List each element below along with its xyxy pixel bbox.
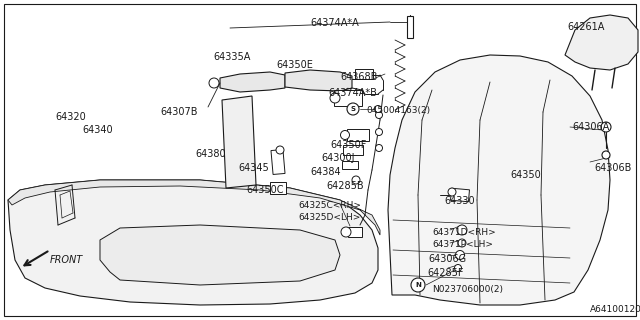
Circle shape	[376, 145, 383, 151]
Circle shape	[457, 225, 467, 235]
Text: 64261A: 64261A	[567, 22, 604, 32]
Text: 64374A*B: 64374A*B	[328, 88, 377, 98]
Circle shape	[376, 129, 383, 135]
Circle shape	[456, 251, 465, 260]
Circle shape	[601, 122, 611, 132]
Circle shape	[340, 131, 349, 140]
Polygon shape	[8, 180, 378, 305]
Bar	[334, 90, 362, 106]
Text: 64368B: 64368B	[340, 72, 378, 82]
Polygon shape	[222, 96, 256, 188]
Circle shape	[448, 188, 456, 196]
Bar	[342, 161, 358, 169]
Text: 045004163(2): 045004163(2)	[366, 106, 430, 115]
Circle shape	[454, 265, 461, 271]
Bar	[355, 69, 373, 79]
Text: 64350: 64350	[510, 170, 541, 180]
Circle shape	[276, 146, 284, 154]
Bar	[343, 145, 363, 155]
Polygon shape	[565, 15, 638, 70]
Text: 64374A*A: 64374A*A	[310, 18, 359, 28]
Text: 64325D<LH>: 64325D<LH>	[298, 213, 360, 222]
Text: 64325C<RH>: 64325C<RH>	[298, 201, 361, 210]
Text: 64285B: 64285B	[326, 181, 364, 191]
Text: 64371D<RH>: 64371D<RH>	[432, 228, 496, 237]
Text: N: N	[415, 282, 421, 288]
Text: 64330: 64330	[444, 196, 475, 206]
Circle shape	[374, 106, 381, 113]
Polygon shape	[100, 225, 340, 285]
Text: 64350C: 64350C	[246, 185, 284, 195]
Bar	[348, 227, 362, 237]
Bar	[270, 182, 286, 194]
Text: 64335A: 64335A	[213, 52, 250, 62]
Polygon shape	[220, 72, 285, 92]
Circle shape	[458, 239, 466, 247]
Circle shape	[376, 111, 383, 118]
Text: 64306G: 64306G	[428, 254, 466, 264]
Text: 64306A: 64306A	[572, 122, 609, 132]
Text: 64384: 64384	[310, 167, 340, 177]
Circle shape	[602, 151, 610, 159]
Text: 64340: 64340	[82, 125, 113, 135]
Polygon shape	[388, 55, 610, 305]
Text: 64320: 64320	[55, 112, 86, 122]
Circle shape	[330, 93, 340, 103]
Text: A641001209: A641001209	[590, 305, 640, 314]
Circle shape	[411, 278, 425, 292]
Circle shape	[341, 227, 351, 237]
Text: 64380: 64380	[195, 149, 226, 159]
Text: N023706000(2): N023706000(2)	[432, 285, 503, 294]
Text: 64300J: 64300J	[321, 153, 355, 163]
Polygon shape	[8, 180, 380, 235]
Text: S: S	[351, 106, 355, 112]
Circle shape	[209, 78, 219, 88]
Circle shape	[347, 103, 359, 115]
Text: FRONT: FRONT	[50, 255, 83, 265]
Text: 64350F: 64350F	[330, 140, 366, 150]
Text: 64306B: 64306B	[594, 163, 632, 173]
Bar	[347, 129, 369, 141]
Text: 64350E: 64350E	[276, 60, 313, 70]
Bar	[271, 149, 285, 174]
Bar	[407, 16, 413, 38]
Circle shape	[352, 176, 360, 184]
Text: 64285F: 64285F	[427, 268, 463, 278]
Text: 64307B: 64307B	[160, 107, 198, 117]
Polygon shape	[285, 70, 352, 91]
Text: 64371P<LH>: 64371P<LH>	[432, 240, 493, 249]
Bar	[451, 188, 470, 202]
Text: 64345: 64345	[238, 163, 269, 173]
